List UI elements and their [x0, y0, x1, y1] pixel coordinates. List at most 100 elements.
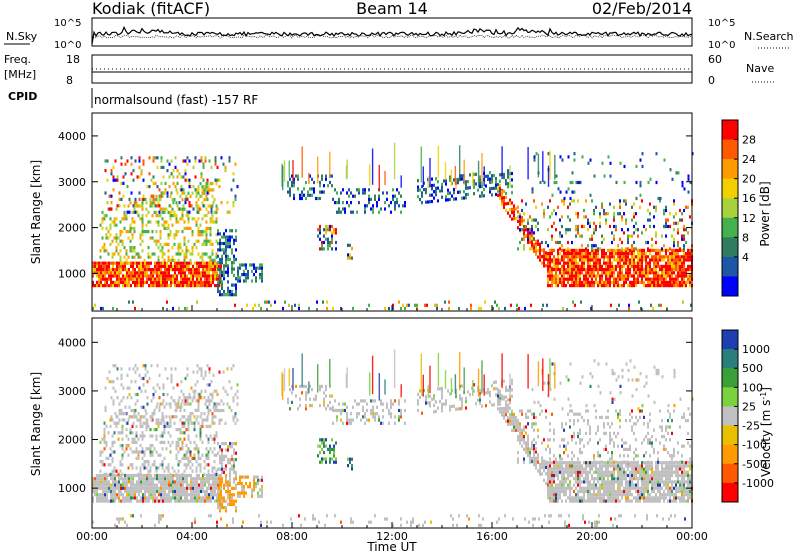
heatmap-cell — [243, 279, 245, 283]
heatmap-cell — [651, 268, 653, 272]
heatmap-cell — [99, 450, 102, 454]
heatmap-cell — [126, 493, 128, 497]
heatmap-cell — [102, 306, 104, 311]
heatmap-cell — [200, 159, 203, 163]
heatmap-cell — [196, 274, 198, 278]
heatmap-cell — [116, 486, 118, 490]
heatmap-cell — [207, 463, 210, 467]
heatmap-cell — [138, 480, 140, 484]
heatmap-cell — [233, 470, 235, 474]
heatmap-cell — [172, 399, 175, 403]
heatmap-cell — [104, 477, 106, 481]
heatmap-cell — [629, 280, 631, 284]
heatmap-cell — [212, 261, 214, 265]
heatmap-cell — [221, 454, 223, 458]
heatmap-cell — [255, 485, 257, 489]
heatmap-cell — [319, 460, 321, 464]
heatmap-cell — [575, 224, 577, 229]
heatmap-cell — [677, 258, 679, 262]
heatmap-cell — [134, 159, 137, 163]
heatmap-cell — [131, 440, 134, 444]
heatmap-cell — [113, 450, 116, 454]
freq-left-label-2: [MHz] — [4, 68, 36, 81]
heatmap-cell — [567, 252, 569, 256]
heatmap-cell — [243, 263, 245, 267]
heatmap-cell — [146, 402, 149, 406]
heatmap-cell — [143, 258, 146, 262]
heatmap-cell — [104, 274, 106, 278]
heatmap-cell — [205, 207, 208, 211]
heatmap-cell — [335, 228, 337, 232]
heatmap-cell — [118, 191, 121, 195]
heatmap-cell — [661, 258, 663, 262]
heatmap-cell — [184, 274, 186, 278]
heatmap-cell — [581, 271, 583, 275]
heatmap-cell — [160, 159, 163, 163]
heatmap-cell — [497, 193, 499, 197]
heatmap-cell — [495, 183, 497, 187]
heatmap-cell — [102, 268, 104, 272]
heatmap-cell — [177, 220, 180, 224]
heatmap-cell — [194, 480, 196, 484]
heatmap-cell — [209, 434, 212, 438]
colorbar-swatch — [722, 276, 738, 297]
heatmap-cell — [380, 207, 382, 211]
heatmap-cell — [575, 212, 577, 216]
heatmap-cell — [441, 186, 443, 190]
heatmap-cell — [665, 271, 667, 275]
heatmap-cell — [342, 201, 344, 205]
heatmap-cell — [119, 239, 122, 243]
heatmap-cell — [98, 477, 100, 481]
heatmap-cell — [166, 194, 169, 198]
heatmap-cell — [587, 284, 589, 288]
heatmap-cell — [563, 261, 565, 265]
y-tick-label: 1000 — [58, 267, 86, 280]
heatmap-cell — [583, 268, 585, 272]
heatmap-cell — [227, 502, 229, 506]
heatmap-cell — [465, 396, 467, 400]
heatmap-cell — [231, 251, 233, 255]
noise-panel: N.Sky 10^5 10^0 10^5 10^0 N.Search — [4, 17, 794, 51]
heatmap-cell — [255, 269, 257, 273]
heatmap-cell — [577, 268, 579, 272]
heatmap-cell — [226, 392, 229, 397]
heatmap-cell — [178, 261, 180, 265]
heatmap-cell — [551, 284, 553, 288]
heatmap-cell — [203, 230, 206, 234]
heatmap-cell — [419, 389, 421, 393]
cpid-label: CPID — [8, 90, 37, 103]
heatmap-cell — [325, 174, 327, 178]
heatmap-cell — [217, 248, 219, 252]
heatmap-cell — [499, 187, 501, 191]
heatmap-cell — [149, 444, 152, 448]
heatmap-cell — [585, 215, 587, 219]
heatmap-cell — [449, 178, 451, 182]
heatmap-cell — [368, 201, 370, 205]
heatmap-cell — [172, 496, 174, 500]
heatmap-cell — [669, 224, 671, 229]
heatmap-cell — [585, 284, 587, 288]
heatmap-cell — [627, 237, 629, 241]
heatmap-cell — [92, 499, 94, 503]
heatmap-cell — [611, 252, 613, 256]
heatmap-cell — [142, 499, 144, 503]
heatmap-cell — [591, 268, 593, 272]
heatmap-cell — [364, 188, 366, 192]
heatmap-cell — [181, 447, 184, 451]
heatmap-cell — [655, 240, 657, 245]
heatmap-cell — [491, 177, 493, 181]
heatmap-cell — [659, 248, 661, 252]
heatmap-cell — [160, 271, 162, 275]
heatmap-cell — [517, 425, 519, 429]
heatmap-cell — [222, 162, 225, 166]
heatmap-cell — [325, 444, 327, 448]
heatmap-streak — [477, 160, 480, 188]
heatmap-cell — [587, 228, 589, 232]
velocity-heatmap — [92, 349, 694, 527]
heatmap-cell — [687, 274, 689, 278]
heatmap-cell — [178, 496, 180, 500]
heatmap-cell — [172, 493, 174, 497]
heatmap-cell — [131, 233, 134, 237]
heatmap-cell — [447, 191, 449, 195]
